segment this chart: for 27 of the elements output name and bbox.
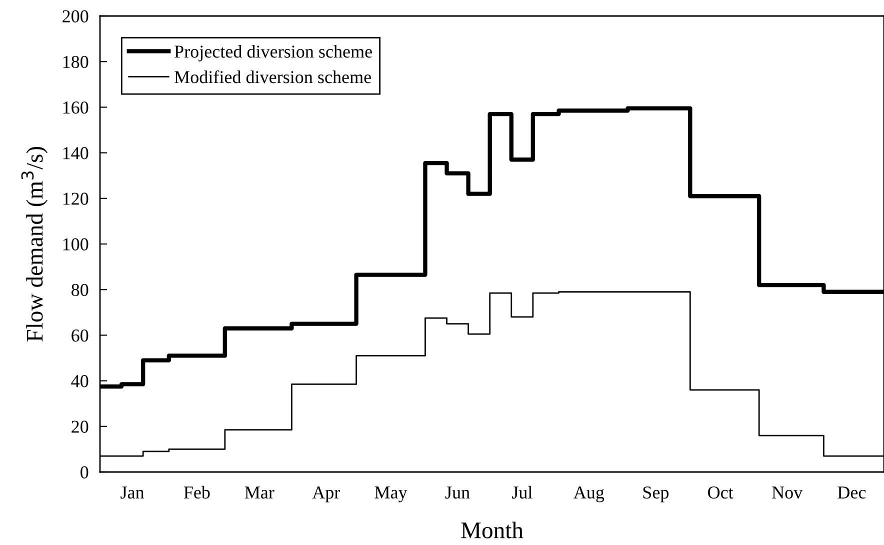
legend-label: Projected diversion scheme (174, 45, 372, 62)
y-tick-label: 40 (71, 375, 88, 388)
legend-label: Modified diversion scheme (174, 70, 371, 84)
x-tick-label: Oct (708, 486, 734, 499)
x-tick-label: Feb (184, 486, 210, 499)
x-tick-label: Sep (643, 486, 669, 502)
x-tick-label: Jul (512, 486, 532, 499)
y-tick-label: 180 (63, 56, 88, 68)
y-tick-label: 200 (62, 10, 88, 22)
y-tick-label: 0 (80, 466, 88, 478)
x-tick-label: Mar (244, 486, 274, 499)
x-tick-label: Apr (312, 486, 340, 502)
y-tick-label: 120 (63, 192, 88, 205)
y-axis-title: Flow demand (m$^{3}$/s) (21, 146, 48, 342)
x-tick-label: Jan (120, 486, 144, 499)
x-tick-label: Nov (772, 486, 803, 499)
x-tick-label: Jun (445, 486, 470, 499)
y-tick-label: 60 (72, 329, 88, 342)
y-tick-label: 100 (63, 238, 88, 250)
y-tick-label: 80 (72, 284, 88, 296)
y-tick-label: 20 (72, 420, 88, 433)
x-tick-label: May (374, 486, 408, 502)
y-tick-label: 140 (63, 147, 88, 160)
y-tick-label: 160 (63, 101, 88, 114)
x-axis-title: Month (461, 522, 524, 538)
x-tick-label: Dec (838, 486, 866, 499)
x-tick-label: Aug (574, 486, 604, 502)
